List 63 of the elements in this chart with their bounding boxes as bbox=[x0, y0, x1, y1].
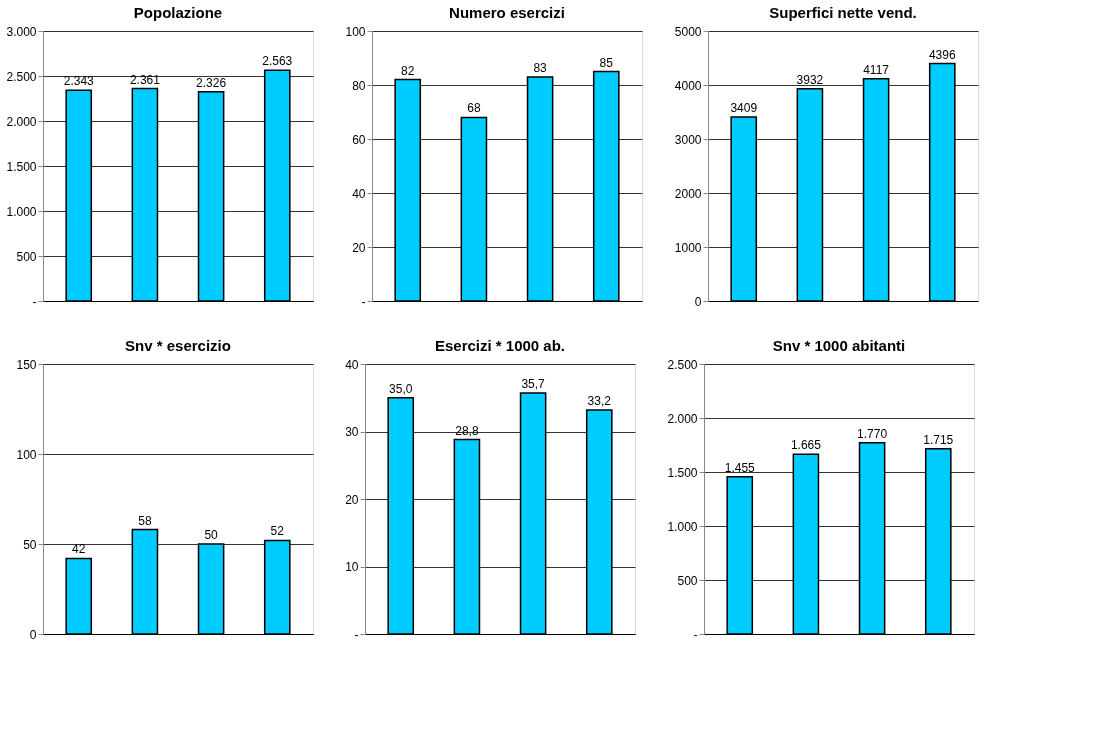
y-tick-label: - bbox=[361, 294, 366, 309]
y-tick-label: 500 bbox=[677, 573, 698, 588]
data-label: 35,0 bbox=[389, 381, 413, 396]
data-label: 68 bbox=[467, 101, 481, 116]
y-tick-label: 30 bbox=[345, 425, 359, 439]
chart-title: Popolazione bbox=[133, 4, 223, 21]
data-label: 2.563 bbox=[262, 54, 293, 69]
data-label: 33,2 bbox=[587, 393, 612, 408]
y-tick-label: 80 bbox=[352, 78, 366, 93]
y-tick-label: 5000 bbox=[674, 24, 702, 39]
y-tick-label: 3.000 bbox=[6, 24, 37, 39]
y-tick-label: 20 bbox=[352, 240, 366, 255]
data-label: 82 bbox=[401, 63, 415, 78]
y-tick-label: 40 bbox=[345, 357, 359, 372]
chart-title: Snv * 1000 abitanti bbox=[772, 337, 906, 354]
data-label: 2.361 bbox=[129, 72, 161, 87]
y-tick-label: 100 bbox=[16, 447, 37, 462]
y-tick-label: 20 bbox=[345, 492, 359, 507]
y-tick-label: 3000 bbox=[674, 132, 702, 147]
y-tick-label: 150 bbox=[16, 357, 37, 372]
y-tick-label: - bbox=[32, 294, 37, 309]
y-tick-label: 40 bbox=[352, 186, 366, 201]
data-label: 85 bbox=[599, 55, 614, 70]
y-tick-label: 0 bbox=[694, 294, 702, 309]
chart-title: Numero esercizi bbox=[449, 4, 565, 21]
y-tick-label: 1.000 bbox=[6, 204, 37, 219]
y-tick-label: 2.500 bbox=[6, 69, 37, 84]
y-tick-label: 2.000 bbox=[667, 411, 698, 426]
data-label: 50 bbox=[204, 528, 219, 542]
chart-title: Superfici nette vend. bbox=[769, 4, 917, 21]
y-tick-label: 2000 bbox=[674, 186, 702, 201]
y-tick-label: 50 bbox=[23, 537, 37, 552]
y-tick-label: 4000 bbox=[674, 78, 702, 93]
y-tick-label: 100 bbox=[345, 24, 366, 39]
data-label: 3932 bbox=[796, 72, 824, 87]
data-label: 1.665 bbox=[790, 438, 822, 453]
chart-title: Esercizi * 1000 ab. bbox=[434, 337, 566, 354]
data-label: 1.455 bbox=[724, 460, 756, 475]
y-tick-label: 1.000 bbox=[667, 519, 698, 534]
y-tick-label: - bbox=[693, 627, 698, 642]
y-tick-label: 2.500 bbox=[667, 357, 698, 372]
chart-title: Snv * esercizio bbox=[125, 337, 231, 354]
data-label: 58 bbox=[138, 513, 152, 528]
y-tick-label: 0 bbox=[29, 627, 37, 642]
data-label: 2.343 bbox=[63, 74, 95, 89]
y-tick-label: 10 bbox=[345, 560, 359, 574]
y-tick-label: - bbox=[354, 627, 359, 642]
y-tick-label: 2.000 bbox=[6, 114, 37, 129]
data-label: 3409 bbox=[730, 100, 758, 115]
y-tick-label: 1.500 bbox=[6, 159, 37, 174]
data-label: 4396 bbox=[928, 47, 956, 62]
data-label: 1.715 bbox=[923, 432, 954, 447]
data-label: 4117 bbox=[863, 62, 890, 77]
y-tick-label: 60 bbox=[352, 132, 366, 147]
data-label: 35,7 bbox=[521, 377, 546, 392]
y-tick-label: 1.500 bbox=[667, 465, 698, 480]
data-label: 42 bbox=[72, 542, 86, 557]
y-tick-label: 1000 bbox=[674, 240, 702, 255]
data-label: 2.326 bbox=[196, 75, 227, 90]
data-label: 52 bbox=[270, 524, 285, 539]
data-label: 1.770 bbox=[857, 426, 888, 441]
data-label: 83 bbox=[533, 60, 548, 75]
y-tick-label: 500 bbox=[16, 249, 37, 264]
